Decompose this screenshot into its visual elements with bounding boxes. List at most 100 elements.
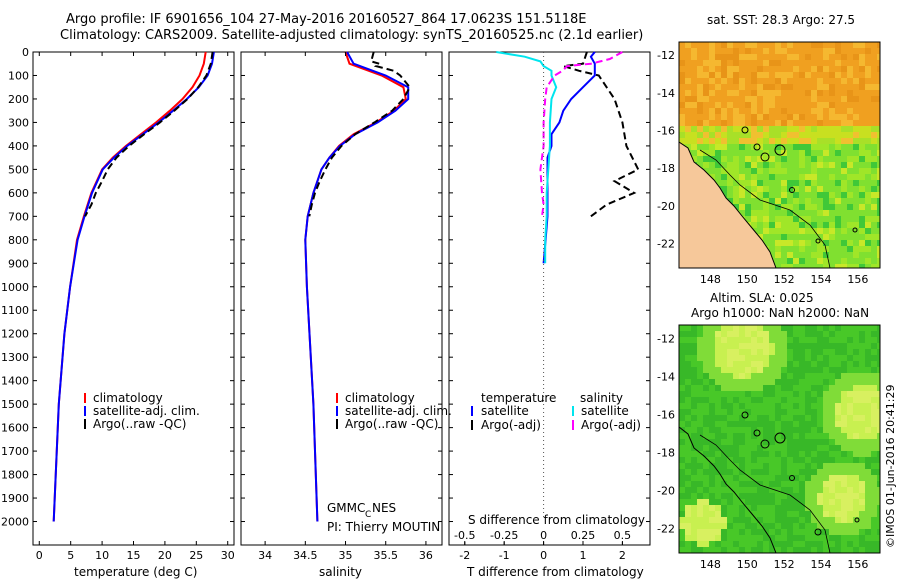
legend-label-s-satellite: satellite [581, 404, 629, 418]
legend-title-temperature: temperature [481, 391, 556, 405]
map-y-tick-label: -16 [657, 125, 675, 138]
x-tick-label: 35.5 [373, 549, 398, 562]
credit-subscript: C [365, 510, 371, 520]
series-s-satellite [496, 51, 558, 264]
x-tick-label-salinity: -0.5 [454, 529, 475, 542]
x-tick-label: -2 [459, 549, 470, 562]
y-tick-label: 1000 [1, 281, 29, 294]
y-tick-label: 1900 [1, 492, 29, 505]
difference-legend: temperature satellite Argo(-adj) salinit… [471, 391, 641, 432]
legend-label-argo: Argo(..raw -QC) [93, 417, 186, 431]
map-x-tick-label: 150 [737, 558, 758, 571]
y-tick-label: 2000 [1, 516, 29, 529]
x-tick-label: 0 [540, 549, 547, 562]
x-tick-label: 0 [36, 549, 43, 562]
map-y-tick-label: -12 [657, 332, 675, 345]
sla-map: Altim. SLA: 0.025 Argo h1000: NaN h2000:… [678, 291, 897, 554]
x-tick-label: 34 [258, 549, 272, 562]
legend-label-climatology: climatology [345, 391, 415, 405]
y-tick-label: 1300 [1, 351, 29, 364]
y-tick-label: 600 [8, 187, 29, 200]
map-x-tick-label: 148 [700, 558, 721, 571]
sst-map-frame [678, 41, 881, 269]
y-tick-label: 300 [8, 116, 29, 129]
map-y-tick-label: -14 [657, 370, 675, 383]
y-tick-label: 1200 [1, 328, 29, 341]
x-tick-label: 30 [221, 549, 235, 562]
x-tick-label: 35 [339, 549, 353, 562]
legend-label-s-argo: Argo(-adj) [581, 418, 641, 432]
salinity-xlabel: salinity [319, 565, 362, 579]
x-tick-label: 5 [67, 549, 74, 562]
sla-map-coastline [679, 426, 777, 553]
x-tick-label-salinity: -0.25 [490, 529, 518, 542]
y-tick-label: 400 [8, 140, 29, 153]
map-x-tick-label: 156 [847, 558, 868, 571]
sla-map-title-line2: Argo h1000: NaN h2000: NaN [691, 306, 869, 320]
legend-title-salinity: salinity [580, 391, 623, 405]
map-y-tick-label: -18 [657, 446, 675, 459]
sla-map-title-line1: Altim. SLA: 0.025 [710, 291, 814, 305]
sst-map: sat. SST: 28.3 Argo: 27.5 [678, 13, 881, 269]
x-tick-label: 1 [580, 549, 587, 562]
x-tick-label-salinity: 0.25 [571, 529, 596, 542]
y-tick-label: 1800 [1, 469, 29, 482]
y-tick-label: 700 [8, 210, 29, 223]
map-y-tick-label: -20 [657, 200, 675, 213]
difference-lines [496, 51, 640, 264]
map-x-tick-label: 156 [847, 273, 868, 286]
credit-nes: NES [372, 501, 396, 515]
sla-map-islands [741, 411, 860, 536]
map-x-tick-label: 148 [700, 273, 721, 286]
difference-xlabel-top: S difference from climatology [468, 513, 645, 527]
y-tick-label: 0 [22, 46, 29, 59]
sst-map-title: sat. SST: 28.3 Argo: 27.5 [707, 13, 855, 27]
map-y-tick-label: -22 [657, 238, 675, 251]
y-tick-label: 1700 [1, 445, 29, 458]
x-tick-label: 25 [189, 549, 203, 562]
figure-title-line1: Argo profile: IF 6901656_104 27-May-2016… [66, 12, 587, 27]
temperature-panel [32, 51, 235, 546]
y-tick-label: 800 [8, 234, 29, 247]
y-tick-label: 200 [8, 93, 29, 106]
legend-label-climatology: climatology [93, 391, 163, 405]
temperature-xlabel: temperature (deg C) [74, 565, 197, 579]
legend-label-satellite: satellite-adj. clim. [93, 404, 200, 418]
x-tick-label: 10 [95, 549, 109, 562]
x-tick-label: 20 [158, 549, 172, 562]
sla-cells [679, 325, 880, 553]
map-x-tick-label: 152 [774, 558, 795, 571]
sst-map-reef-edge [699, 149, 831, 268]
salinity-legend: climatology satellite-adj. clim. Argo(..… [336, 391, 452, 431]
y-tick-label: 1600 [1, 422, 29, 435]
figure-title-line2: Climatology: CARS2009. Satellite-adjuste… [60, 28, 644, 43]
x-tick-label-salinity: 0 [540, 529, 547, 542]
credit-gmmc: GMMC [327, 501, 365, 515]
map-y-tick-label: -14 [657, 87, 675, 100]
map-y-tick-label: -16 [657, 408, 675, 421]
y-tick-label: 1400 [1, 375, 29, 388]
credits: GMMC C NES PI: Thierry MOUTIN [327, 501, 440, 534]
x-tick-label: -1 [499, 549, 510, 562]
x-tick-label: 36 [419, 549, 433, 562]
sst-map-coastline [679, 141, 777, 268]
axes: 0100200300400500600700800900100011001200… [1, 46, 868, 571]
map-y-tick-label: -20 [657, 484, 675, 497]
x-tick-label: 34.5 [293, 549, 318, 562]
y-tick-label: 500 [8, 163, 29, 176]
temperature-lines [52, 51, 215, 522]
legend-label-argo: Argo(..raw -QC) [345, 417, 438, 431]
sla-map-reef-edge [699, 434, 831, 553]
map-x-tick-label: 154 [810, 558, 831, 571]
difference-xlabel: T difference from climatology [466, 565, 644, 579]
legend-label-t-argo: Argo(-adj) [481, 418, 541, 432]
series-satellite-adj-clim- [304, 51, 410, 522]
y-tick-label: 100 [8, 69, 29, 82]
sst-map-land [679, 142, 776, 268]
sla-map-frame [678, 324, 881, 554]
y-tick-label: 900 [8, 257, 29, 270]
credit-pi: PI: Thierry MOUTIN [327, 520, 440, 534]
map-x-tick-label: 154 [810, 273, 831, 286]
salinity-panel [240, 51, 443, 546]
legend-label-t-satellite: satellite [481, 404, 529, 418]
